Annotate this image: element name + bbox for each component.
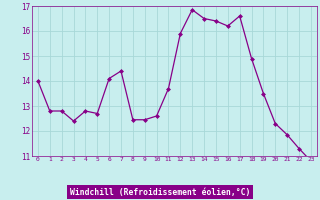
Text: Windchill (Refroidissement éolien,°C): Windchill (Refroidissement éolien,°C) bbox=[70, 188, 250, 196]
